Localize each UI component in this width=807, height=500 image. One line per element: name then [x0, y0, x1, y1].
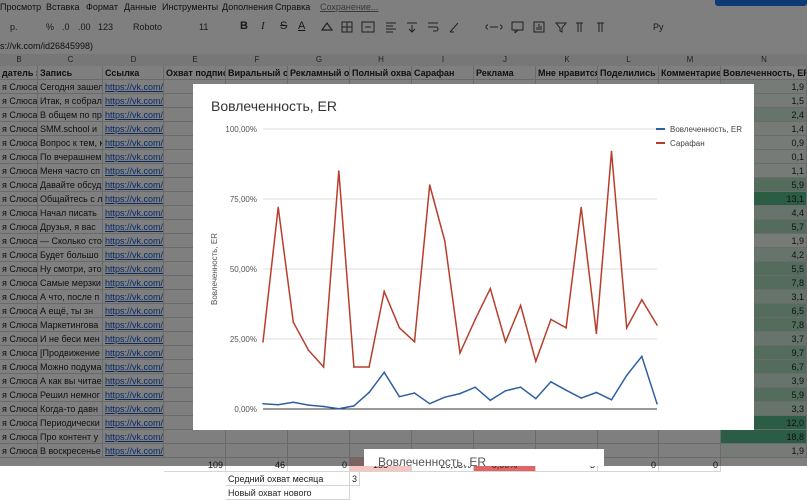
second-chart[interactable]: Вовлеченность, ER: [364, 449, 604, 469]
data-point: [656, 402, 658, 405]
data-point: [656, 324, 658, 326]
data-point: [444, 396, 446, 399]
data-point: [262, 402, 264, 405]
chart[interactable]: Вовлеченность, ER 0,00% 25,00% 50,00% 75,00…: [193, 84, 754, 430]
y-tick-label: 75,00%: [230, 195, 257, 204]
data-point: [534, 397, 537, 400]
data-point: [504, 341, 507, 343]
summary-value: 3: [350, 472, 360, 486]
data-point: [368, 366, 370, 368]
data-point: [398, 395, 401, 398]
data-point: [610, 398, 613, 401]
data-point: [610, 150, 613, 153]
data-point: [413, 341, 416, 343]
data-point: [595, 391, 598, 394]
chart-plot: 0,00% 25,00% 50,00% 75,00% 100,00% Вовлеченно…: [210, 125, 742, 414]
data-point: [277, 404, 279, 406]
data-point: [398, 327, 401, 329]
data-point: [625, 374, 628, 377]
data-point: [595, 332, 598, 335]
data-point: [580, 206, 583, 209]
second-chart-title: Вовлеченность, ER: [378, 455, 486, 469]
data-point: [337, 407, 340, 410]
summary-label: Средний охват месяца: [226, 472, 350, 486]
y-tick-label: 25,00%: [230, 335, 257, 344]
chart-title: Вовлеченность, ER: [211, 98, 337, 114]
summary-label: Новый охват нового: [226, 486, 350, 500]
data-point: [353, 405, 355, 407]
data-point: [307, 404, 310, 406]
data-point: [474, 386, 476, 388]
data-point: [428, 184, 431, 186]
y-tick-label: 50,00%: [230, 265, 257, 274]
data-point: [641, 299, 643, 301]
data-point: [534, 360, 537, 363]
data-point: [322, 405, 325, 408]
data-point: [489, 399, 492, 402]
data-point: [322, 366, 325, 368]
data-point: [262, 341, 264, 343]
highlight-box: [374, 275, 388, 401]
data-point: [292, 321, 295, 323]
legend-label: Вовлеченность, ER: [670, 125, 742, 134]
data-point: [277, 206, 279, 209]
data-point: [428, 402, 431, 405]
data-point: [337, 170, 340, 172]
data-point: [550, 318, 552, 321]
highlight-box: [606, 286, 636, 411]
data-point: [550, 381, 552, 383]
data-point: [519, 386, 522, 388]
data-point: [413, 392, 416, 394]
data-point: [474, 318, 476, 321]
series-line-1: [262, 151, 658, 369]
data-point: [565, 389, 567, 392]
data-point: [353, 366, 355, 368]
data-point: [641, 355, 643, 358]
data-point: [459, 352, 461, 354]
y-axis-label: Вовлеченность, ER: [210, 233, 219, 305]
legend-label: Сарафан: [670, 139, 705, 148]
data-point: [444, 240, 446, 242]
y-tick-label: 0,00%: [234, 405, 257, 414]
data-point: [459, 392, 461, 395]
data-point: [489, 287, 492, 290]
data-point: [368, 391, 370, 394]
data-point: [383, 290, 386, 293]
data-point: [625, 327, 628, 329]
highlight-box: [511, 306, 531, 409]
data-point: [383, 371, 386, 374]
data-point: [580, 397, 583, 399]
data-point: [565, 327, 567, 329]
data-point: [292, 401, 295, 404]
data-point: [504, 390, 507, 392]
y-tick-label: 100,00%: [225, 125, 257, 134]
data-point: [307, 349, 310, 352]
data-point: [519, 304, 522, 307]
